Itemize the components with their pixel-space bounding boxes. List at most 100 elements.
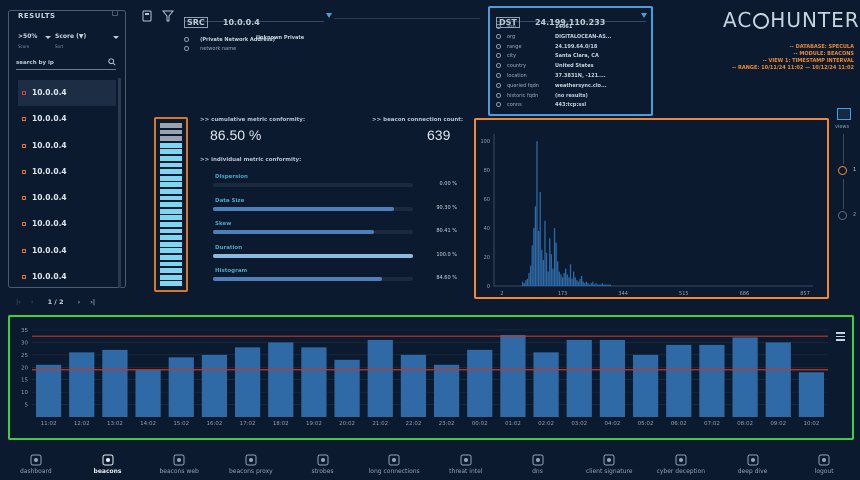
dst-value: Santa Clara, CA <box>555 53 599 60</box>
timeline-bar[interactable] <box>533 352 559 417</box>
nav-item-dns[interactable]: dns <box>503 450 573 475</box>
ip-list-item[interactable]: 10.0.0.4 <box>18 238 116 264</box>
dst-detail-row: historic fqdn (no results) <box>496 92 588 99</box>
nav-item-threat-intel[interactable]: threat intel <box>431 450 501 475</box>
dst-detail-row: conns 443:tcp:ssl <box>496 102 586 108</box>
timeline-bar[interactable] <box>699 344 725 417</box>
timeline-bar[interactable] <box>135 369 161 417</box>
x-tick-label: 857 <box>800 291 810 296</box>
timeline-bar[interactable] <box>69 352 95 417</box>
histogram-bar <box>585 281 588 286</box>
src-filter-icon[interactable] <box>326 13 332 18</box>
first-page-button[interactable]: |‹ <box>16 298 21 306</box>
ip-list-item[interactable]: 10.0.0.4 <box>18 80 116 107</box>
timeline-bar[interactable] <box>268 342 294 417</box>
timeline-bar[interactable] <box>666 344 692 417</box>
histogram-bar <box>531 245 533 286</box>
home-icon <box>29 454 43 466</box>
next-page-button[interactable]: › <box>77 298 81 306</box>
timeline-bar[interactable] <box>168 357 194 417</box>
chevron-down-icon <box>45 36 51 39</box>
timeline-bar[interactable] <box>632 354 659 417</box>
ip-label: 10.0.0.4 <box>32 88 67 97</box>
histogram-bar <box>555 242 557 286</box>
histogram-bar <box>553 228 556 286</box>
nav-label: logout <box>814 468 834 475</box>
timeline-bar[interactable] <box>732 337 758 417</box>
device-icon <box>142 10 152 22</box>
timeline-bar[interactable] <box>334 359 360 417</box>
sort-select[interactable]: Score (▼) Sort <box>55 33 119 49</box>
info-icon <box>496 82 501 88</box>
ip-list-item[interactable]: 10.0.0.4 <box>18 159 116 185</box>
timeline-bar[interactable] <box>500 334 526 417</box>
ip-list-item[interactable]: 10.0.0.4 <box>18 185 116 211</box>
view-option-1[interactable]: 1 <box>835 166 856 177</box>
dst-key: country <box>507 63 527 70</box>
ip-list-item[interactable]: 10.0.0.4 <box>18 106 116 132</box>
histogram-bar <box>582 281 584 286</box>
timeline-bar[interactable] <box>400 354 427 417</box>
meter-segment <box>160 142 182 148</box>
ip-list-item[interactable]: 10.0.0.4 <box>18 264 116 290</box>
beacon-icon <box>101 454 115 466</box>
meter-segment <box>160 281 182 287</box>
metric-name: Dispersion <box>215 174 248 180</box>
y-tick-label: 5 <box>25 403 29 409</box>
view-option-2[interactable]: 2 <box>835 211 856 222</box>
timeline-bar[interactable] <box>798 372 825 417</box>
histogram-bar <box>600 284 602 286</box>
histogram-bar <box>563 272 565 286</box>
score-indicator-icon <box>22 143 26 148</box>
search-input[interactable]: search by ip <box>16 57 116 70</box>
filter-icon[interactable] <box>162 10 174 22</box>
x-tick-label: 2 <box>500 291 503 296</box>
nav-item-beacons-web[interactable]: beacons web <box>144 450 214 475</box>
timeline-bar[interactable] <box>566 339 592 417</box>
nav-item-deep-dive[interactable]: deep dive <box>718 450 788 475</box>
histogram-bar <box>606 284 608 286</box>
timeline-bar[interactable] <box>599 339 626 417</box>
views-list-icon[interactable] <box>837 108 851 120</box>
timeline-bar[interactable] <box>765 342 791 417</box>
timeline-bar[interactable] <box>467 349 493 417</box>
timeline-bar[interactable] <box>433 364 460 417</box>
nav-item-client-signature[interactable]: client signature <box>574 450 644 475</box>
timeline-menu-icon[interactable] <box>836 332 845 341</box>
timeline-bar[interactable] <box>102 349 128 417</box>
ip-label: 10.0.0.4 <box>32 114 67 124</box>
dst-filter-icon[interactable] <box>641 13 647 18</box>
nav-item-long-connections[interactable]: long connections <box>359 450 429 475</box>
timeline-bar[interactable] <box>35 364 62 417</box>
ip-list-item[interactable]: 10.0.0.4 <box>18 133 116 159</box>
meter-segment <box>160 215 182 221</box>
ip-list-item[interactable]: 10.0.0.4 <box>18 211 116 237</box>
nav-item-logout[interactable]: logout <box>789 450 859 475</box>
nav-item-cyber-deception[interactable]: cyber deception <box>646 450 716 475</box>
score-filter-select[interactable]: >50% Score <box>18 33 50 49</box>
x-tick-label: 515 <box>679 291 689 296</box>
nav-item-beacons-proxy[interactable]: beacons proxy <box>216 450 286 475</box>
dst-detail-row: asn 14061 <box>496 24 572 30</box>
last-page-button[interactable]: ›| <box>90 298 96 306</box>
prev-page-button[interactable]: ‹ <box>30 298 34 306</box>
histogram-bar <box>595 283 597 286</box>
nav-item-dashboard[interactable]: dashboard <box>1 450 71 475</box>
nav-label: strobes <box>311 468 334 475</box>
src-network-val: Unknown Private <box>256 35 305 41</box>
results-scrollbar[interactable] <box>118 78 121 288</box>
histogram-bar <box>549 238 551 286</box>
score-indicator-icon <box>22 222 26 227</box>
timeline-bar[interactable] <box>201 354 228 417</box>
x-tick-label: 686 <box>740 291 750 296</box>
nav-item-beacons[interactable]: beacons <box>73 450 143 475</box>
header-divider <box>334 18 480 19</box>
histogram-bar <box>523 283 525 286</box>
meter-segment <box>160 195 182 201</box>
timeline-bar[interactable] <box>301 347 327 417</box>
src-desc-row: (Private Network Address) <box>184 26 275 45</box>
timeline-bar[interactable] <box>367 339 393 417</box>
timeline-bar[interactable] <box>234 347 261 417</box>
nav-item-strobes[interactable]: strobes <box>288 450 358 475</box>
sort-caption: Sort <box>55 44 64 49</box>
